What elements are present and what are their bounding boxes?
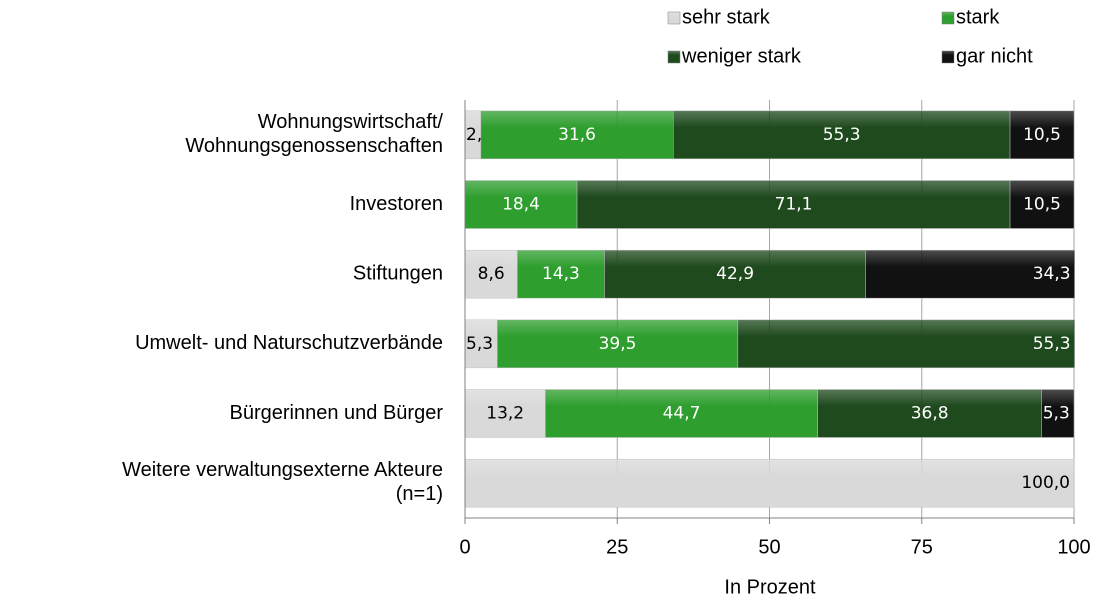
bar-segment (464, 458, 1075, 508)
data-label: 55,3 (823, 125, 861, 145)
data-label: 14,3 (542, 264, 580, 284)
bar-segment (604, 249, 866, 299)
x-tick-label: 75 (911, 536, 933, 558)
legend-swatch (667, 50, 681, 64)
bar-segment (1009, 180, 1075, 229)
data-label: 10,5 (1023, 195, 1061, 215)
data-label: 18,4 (502, 195, 540, 215)
data-label: 36,8 (911, 404, 949, 424)
legend-label: gar nicht (956, 45, 1033, 67)
x-tick-label: 0 (459, 536, 470, 558)
x-tick-label: 100 (1057, 536, 1090, 558)
x-tick-label: 25 (606, 536, 628, 558)
data-label: 42,9 (716, 264, 754, 284)
x-axis-title: In Prozent (724, 576, 816, 598)
y-tick-label: Stiftungen (353, 262, 443, 284)
data-label: 34,3 (1033, 264, 1071, 284)
y-tick-label: Bürgerinnen und Bürger (230, 402, 444, 424)
bar-segment (576, 180, 1011, 229)
legend-label: sehr stark (682, 6, 771, 28)
legend-swatch (941, 11, 955, 25)
bar-segment (817, 389, 1042, 438)
bar-segment (737, 319, 1075, 369)
bar-segment (497, 319, 739, 369)
legend-label: weniger stark (681, 45, 802, 67)
y-tick-label: Wohnungswirtschaft/Wohnungsgenossenschaf… (185, 111, 443, 157)
data-label: 10,5 (1023, 125, 1061, 145)
bar-segment (464, 249, 518, 299)
legend-swatch (941, 50, 955, 64)
y-tick-label: Weitere verwaltungsexterne Akteure (n=1) (122, 459, 443, 505)
bar-segment (1041, 389, 1075, 438)
bar-segment (480, 110, 674, 160)
bar-segment (464, 319, 498, 369)
data-label: 31,6 (558, 125, 596, 145)
data-label: 5,3 (1043, 404, 1070, 424)
bar-segment (673, 110, 1011, 160)
bar-segment (464, 180, 578, 229)
y-tick-label: Investoren (350, 193, 443, 215)
x-tick-label: 50 (758, 536, 780, 558)
data-label: 39,5 (599, 334, 637, 354)
data-label: 8,6 (478, 264, 505, 284)
data-label: 13,2 (486, 404, 524, 424)
data-label: 71,1 (775, 195, 813, 215)
data-label: 100,0 (1021, 473, 1070, 493)
data-label: 55,3 (1033, 334, 1071, 354)
bar-segment (517, 249, 605, 299)
legend-swatch (667, 11, 681, 25)
data-label: 5,3 (466, 334, 493, 354)
y-tick-label: Umwelt- und Naturschutzverbände (135, 332, 443, 354)
data-label: 44,7 (663, 404, 701, 424)
bar-segment (865, 249, 1075, 299)
bar-segment (1009, 110, 1075, 160)
legend-label: stark (956, 6, 1000, 28)
